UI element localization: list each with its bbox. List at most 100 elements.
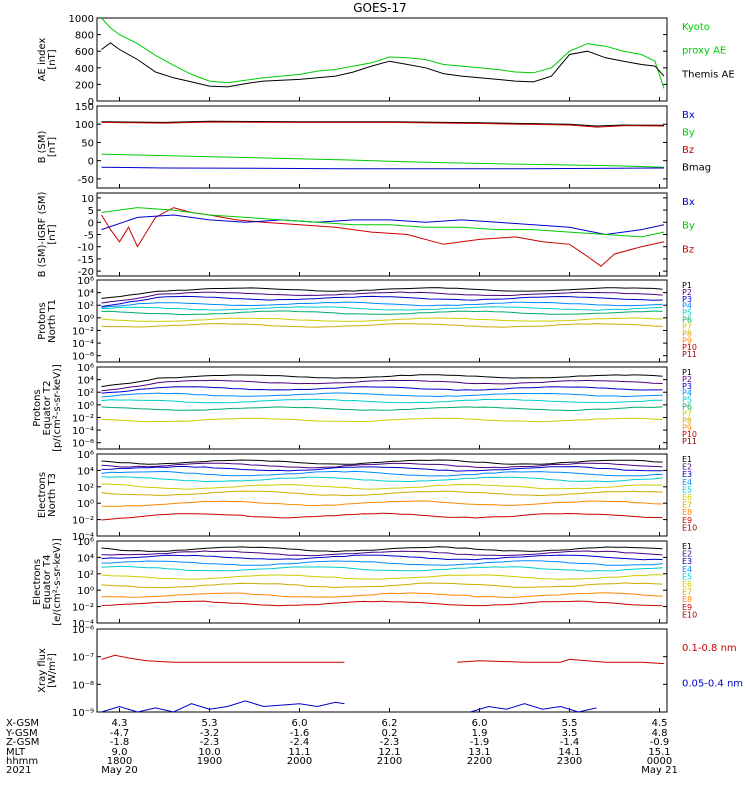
time-table-cell: 0000 — [647, 756, 672, 767]
y-axis-label: B (SM) — [37, 130, 48, 163]
legend-label: E2 — [682, 550, 692, 559]
legend-label: By — [682, 221, 695, 232]
legend-label: E6 — [682, 580, 692, 589]
panel-frame-bigrf — [96, 192, 668, 277]
y-tick-label: 1000 — [69, 14, 94, 25]
legend-label: Themis AE — [681, 69, 735, 80]
time-table-cell: 10.0 — [198, 747, 220, 758]
y-tick-label: 10⁴ — [77, 289, 94, 300]
time-table-cell: 6.0 — [292, 718, 308, 729]
channel-line-e4-E5 — [101, 565, 663, 572]
y-tick-label: 10⁴ — [77, 553, 94, 564]
series-line-bsm-0 — [101, 120, 665, 127]
panel-frame-e3 — [96, 453, 668, 537]
channel-line-p2-P2 — [101, 379, 663, 392]
y-tick-label: -15 — [78, 255, 94, 266]
y-tick-label: 10⁻⁸ — [72, 680, 94, 691]
channel-line-e4-E2 — [101, 550, 663, 557]
channel-line-p1-P6 — [101, 310, 663, 316]
time-table-cell: 3.5 — [562, 728, 578, 739]
channel-line-p2-P5 — [101, 398, 663, 404]
panel-frame-bsm — [96, 105, 668, 189]
series-line-xray-3 — [470, 703, 597, 713]
panel-frame-xray — [96, 628, 668, 713]
y-axis-label: North T1 — [47, 299, 58, 343]
time-table-cell: -1.9 — [470, 737, 490, 748]
legend-label: P6 — [682, 403, 692, 412]
legend-label: E8 — [682, 508, 692, 517]
channel-line-e3-E9 — [101, 512, 663, 521]
legend-label: Bmag — [682, 163, 711, 174]
row-label: 2021 — [6, 765, 31, 776]
series-line-xray-0 — [101, 654, 345, 663]
time-table-cell: 9.0 — [112, 747, 128, 758]
y-axis-label: Electrons — [32, 559, 43, 605]
channel-line-e3-E4 — [101, 470, 663, 477]
y-tick-label: 150 — [75, 102, 94, 113]
y-tick-label: -50 — [78, 175, 94, 186]
series-line-bsm-1 — [101, 121, 665, 128]
panel-frame-ae — [96, 17, 668, 102]
legend-label: P4 — [682, 302, 692, 311]
legend-label: E7 — [682, 501, 692, 510]
channel-line-p1-P3 — [101, 295, 663, 307]
channel-line-e3-E3 — [101, 465, 663, 472]
y-axis-label: [e/(cm²-s-sr-keV)] — [52, 538, 63, 626]
y-tick-label: 10² — [77, 570, 94, 581]
legend-label: P3 — [682, 295, 692, 304]
y-tick-label: 10⁻⁴ — [72, 532, 94, 543]
series-line-xray-1 — [456, 658, 665, 665]
channel-line-p1-P1 — [101, 287, 663, 299]
y-tick-label: 10⁰ — [77, 314, 94, 325]
time-table-cell: -3.2 — [200, 728, 220, 739]
channel-line-e4-E4 — [101, 560, 663, 566]
series-line-bsm-2 — [101, 153, 665, 168]
legend-label: P1 — [682, 368, 692, 377]
y-tick-label: -20 — [78, 267, 94, 278]
legend-label: P11 — [682, 350, 697, 359]
legend-label: P7 — [682, 322, 692, 331]
y-tick-label: 50 — [81, 138, 94, 149]
chart-title: GOES-17 — [353, 1, 407, 15]
y-tick-label: 10⁴ — [77, 376, 94, 387]
y-tick-label: 400 — [75, 64, 94, 75]
legend-label: E4 — [682, 478, 692, 487]
time-table-cell: 1800 — [107, 756, 132, 767]
legend-label: E10 — [682, 523, 697, 532]
y-axis-label: [nT] — [47, 137, 58, 157]
y-tick-label: 10⁻² — [72, 516, 94, 527]
legend-label: P2 — [682, 375, 692, 384]
legend-label: P8 — [682, 329, 692, 338]
row-label: X-GSM — [6, 718, 39, 729]
time-table-cell: 5.5 — [562, 718, 578, 729]
series-line-ae-1 — [101, 42, 665, 88]
y-tick-label: 10⁻² — [72, 326, 94, 337]
legend-label: Kyoto — [682, 22, 710, 33]
y-axis-label: [nT] — [47, 224, 58, 244]
channel-line-p1-P2 — [101, 291, 663, 304]
time-table-cell: 2000 — [287, 756, 312, 767]
legend-label: P10 — [682, 343, 697, 352]
channel-line-e4-E6 — [101, 574, 663, 580]
row-label: Y-GSM — [5, 728, 38, 739]
legend-label: P5 — [682, 396, 692, 405]
time-table-cell: 4.3 — [112, 718, 128, 729]
y-tick-label: -5 — [84, 231, 94, 242]
row-label: hhmm — [6, 756, 38, 767]
y-tick-label: 10⁶ — [77, 450, 94, 461]
legend-label: P10 — [682, 430, 697, 439]
y-axis-label: Equator T2 — [42, 381, 53, 436]
time-table-cell: 2200 — [467, 756, 492, 767]
y-axis-label: [nT] — [47, 49, 58, 69]
y-tick-label: 800 — [75, 31, 94, 42]
channel-line-p2-P7 — [101, 417, 663, 423]
y-tick-label: 0 — [88, 157, 94, 168]
y-tick-label: 100 — [75, 120, 94, 131]
y-tick-label: -10 — [78, 243, 94, 254]
y-tick-label: 10⁴ — [77, 466, 94, 477]
legend-label: E3 — [682, 557, 692, 566]
legend-label: P5 — [682, 309, 692, 318]
channel-line-e4-E7 — [101, 582, 663, 589]
panel-frame-p2 — [96, 366, 668, 450]
